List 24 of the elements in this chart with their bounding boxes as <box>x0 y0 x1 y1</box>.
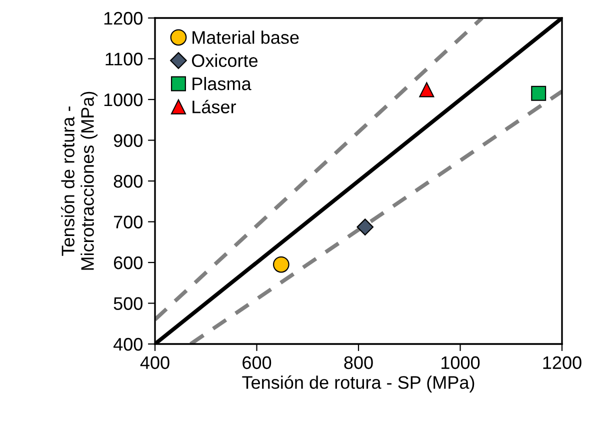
y-tick-label: 400 <box>113 338 142 351</box>
x-tick-label: 1200 <box>543 356 582 370</box>
x-tick-label: 1000 <box>442 356 480 370</box>
legend-label: Material base <box>192 30 299 44</box>
x-tick-label: 600 <box>242 356 272 370</box>
y-tick-label: 800 <box>114 174 142 188</box>
y-tick-label: 700 <box>114 216 142 228</box>
x-tick-label: 800 <box>344 356 373 370</box>
y-tick-label: 600 <box>114 256 142 270</box>
point <box>531 86 546 101</box>
y-axis-title: Tensión de rotura - Microtracciones (MPa) <box>60 92 98 270</box>
x-axis-title: Tensión de rotura - SP (MPa) <box>242 375 474 392</box>
y-tick-label: 900 <box>114 134 142 147</box>
x-tick-label: 400 <box>140 356 170 370</box>
point <box>272 256 290 273</box>
legend-label: Láser <box>192 100 236 114</box>
y-tick-label: 1200 <box>104 12 142 25</box>
legend-label: Oxicorte <box>192 54 258 68</box>
y-tick-label: 1100 <box>106 52 142 66</box>
point <box>419 82 434 98</box>
legend-label: Plasma <box>192 76 252 90</box>
y-tick-label: 1000 <box>104 93 142 106</box>
point <box>356 218 374 236</box>
y-tick-label: 500 <box>114 297 142 310</box>
